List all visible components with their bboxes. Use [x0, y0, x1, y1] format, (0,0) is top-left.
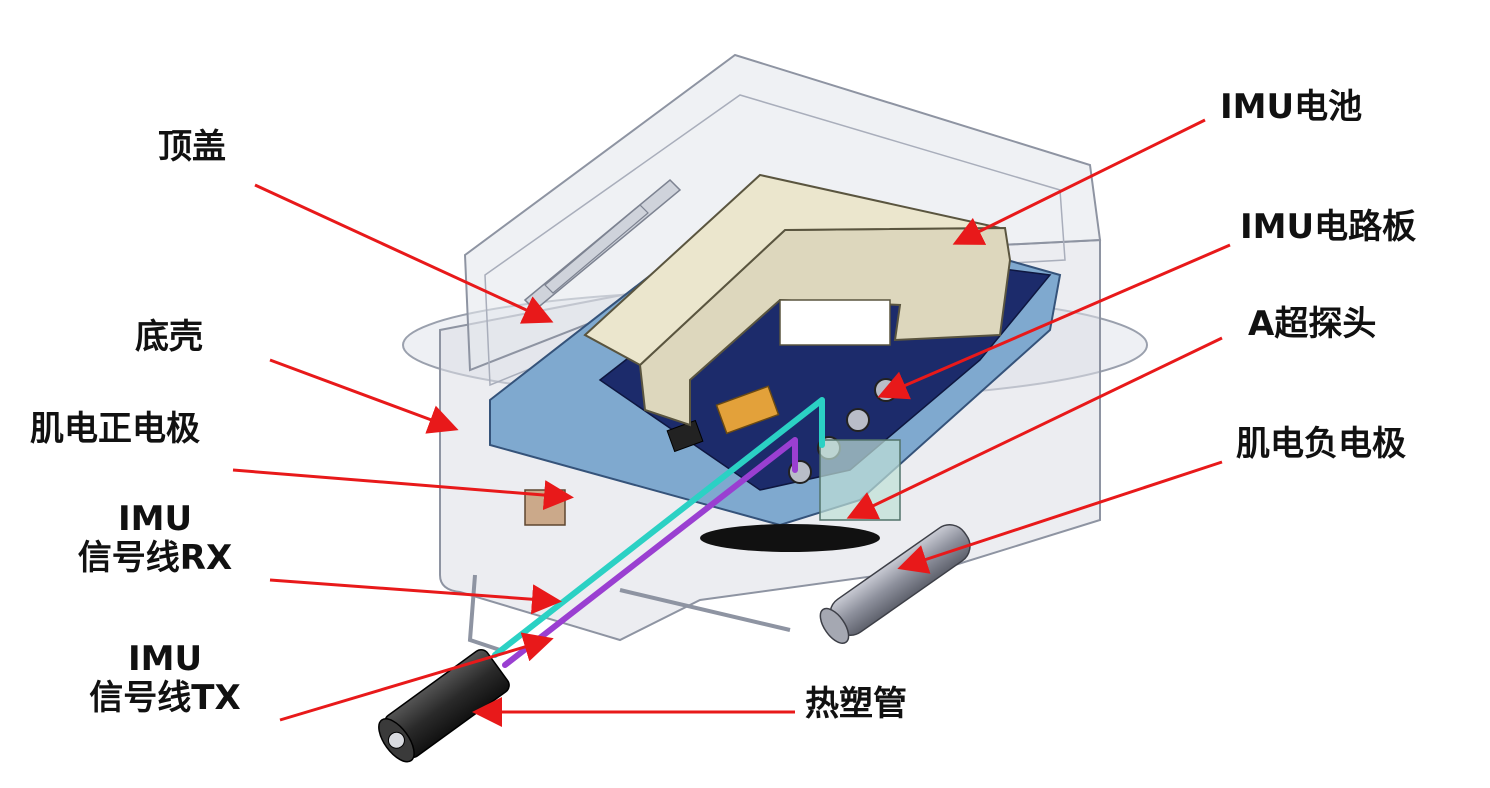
arrow-ultrasound-probe — [846, 336, 1223, 520]
label-heat-shrink-tube: 热塑管 — [805, 684, 907, 724]
arrow-emg-negative — [897, 460, 1223, 574]
label-imu-tx-line2: 信号线TX — [89, 678, 241, 719]
label-imu-board: IMU电路板 — [1240, 207, 1417, 247]
label-imu-rx-line1: IMU — [117, 499, 193, 539]
electrode-wire-frame — [467, 574, 791, 652]
board-pad — [846, 408, 870, 432]
imu-signal-wire-tx — [502, 437, 798, 668]
top-cover-inner — [484, 94, 1066, 387]
ultrasound-probe-base — [700, 524, 880, 552]
emg-negative-electrode — [819, 524, 971, 644]
arrow-emg-positive — [232, 468, 574, 511]
cover-slot — [544, 204, 649, 294]
battery-white-face — [779, 299, 891, 346]
board-chip — [666, 419, 704, 453]
label-imu-battery: IMU电池 — [1220, 87, 1363, 127]
label-imu-rx: IMU 信号线RX — [60, 499, 250, 579]
arrow-bottom-shell — [269, 358, 459, 434]
arrow-imu-tx — [279, 632, 554, 722]
label-imu-tx-line1: IMU — [127, 639, 203, 679]
ultrasound-probe — [819, 439, 901, 521]
label-imu-tx: IMU 信号线TX — [70, 639, 260, 719]
arrow-top-cover — [254, 183, 554, 324]
label-ultrasound-probe: A超探头 — [1248, 304, 1377, 344]
arrow-imu-board — [877, 243, 1231, 400]
arrow-imu-battery — [952, 118, 1206, 245]
heat-shrink-tube — [378, 648, 510, 763]
arrow-imu-rx — [269, 578, 562, 615]
label-top-cover: 顶盖 — [158, 127, 226, 167]
label-imu-rx-line2: 信号线RX — [77, 538, 233, 579]
label-emg-negative: 肌电负电极 — [1236, 424, 1406, 464]
label-bottom-shell: 底壳 — [135, 317, 203, 357]
board-chip — [715, 385, 780, 435]
imu-battery-top — [583, 173, 1001, 367]
label-emg-positive: 肌电正电极 — [30, 409, 200, 449]
